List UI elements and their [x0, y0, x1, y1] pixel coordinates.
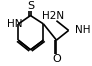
Text: H2N: H2N: [42, 11, 64, 21]
Text: O: O: [52, 54, 61, 64]
Text: HN: HN: [7, 19, 22, 29]
Text: S: S: [27, 2, 34, 11]
Text: NH: NH: [75, 25, 90, 35]
